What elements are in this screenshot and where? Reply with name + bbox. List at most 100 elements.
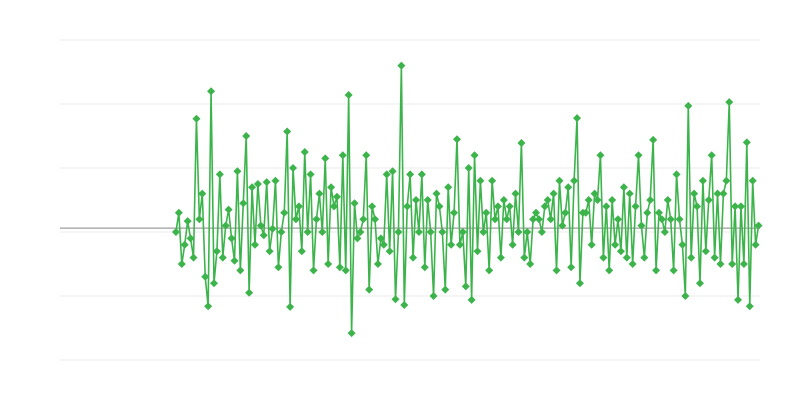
data-point (195, 215, 204, 224)
data-point (558, 221, 567, 230)
data-point (458, 228, 467, 236)
data-point (192, 114, 201, 123)
data-point (575, 279, 584, 288)
data-point (253, 180, 262, 188)
data-point (496, 253, 505, 262)
data-point (622, 253, 631, 262)
data-point (616, 247, 625, 256)
data-point (546, 215, 555, 224)
series-line (175, 64, 760, 334)
data-point (423, 196, 432, 204)
data-point (564, 183, 573, 192)
data-point (634, 151, 643, 160)
data-point (567, 263, 576, 272)
data-point (526, 260, 535, 268)
data-point (283, 127, 292, 136)
data-point (177, 260, 186, 268)
data-point (643, 208, 652, 217)
data-point (233, 167, 242, 176)
data-point (537, 228, 546, 236)
data-point (338, 151, 347, 160)
data-point (420, 263, 429, 272)
data-point (268, 224, 277, 233)
data-point (728, 260, 737, 268)
data-point (368, 202, 377, 211)
data-point (379, 240, 388, 249)
data-point (309, 266, 318, 275)
data-point (508, 240, 517, 249)
data-point (549, 189, 558, 198)
data-point (745, 302, 754, 311)
data-point (297, 247, 306, 256)
data-point (450, 208, 459, 217)
data-point (435, 202, 444, 211)
data-point (388, 167, 397, 176)
data-point (248, 183, 257, 192)
data-point (731, 202, 740, 211)
data-point (412, 196, 421, 204)
data-point (183, 217, 192, 226)
data-point (353, 234, 362, 243)
data-point (529, 215, 538, 224)
data-point (628, 260, 637, 268)
data-point (262, 178, 271, 187)
data-point (701, 247, 710, 256)
data-point (414, 228, 423, 236)
data-point (754, 221, 763, 230)
data-point (704, 196, 713, 204)
data-point (669, 266, 678, 275)
data-point (376, 234, 385, 243)
data-point (371, 215, 380, 224)
data-point (573, 114, 582, 123)
data-point (438, 228, 447, 236)
data-point (347, 329, 356, 338)
data-point (479, 228, 488, 236)
data-point (291, 215, 300, 224)
data-point (218, 253, 227, 262)
data-point (470, 151, 479, 160)
data-point (640, 253, 649, 262)
data-point (406, 170, 415, 179)
data-point (587, 240, 596, 249)
data-point (332, 192, 341, 201)
data-point (725, 98, 734, 107)
data-point (315, 189, 324, 198)
data-point (321, 154, 330, 163)
data-point (660, 228, 669, 236)
data-point (289, 164, 298, 172)
data-point (614, 215, 623, 224)
data-point (391, 295, 400, 304)
data-point (230, 256, 239, 265)
data-point (611, 240, 620, 249)
data-point (224, 205, 233, 214)
data-point (748, 176, 757, 185)
data-point (236, 266, 245, 275)
data-point (716, 260, 725, 268)
data-point (713, 189, 722, 198)
data-point (532, 208, 541, 217)
data-point (215, 170, 224, 179)
data-point (646, 196, 655, 204)
data-point (523, 228, 532, 236)
data-point (473, 247, 482, 256)
data-point (174, 208, 183, 217)
data-point (286, 302, 295, 311)
data-point (707, 151, 716, 160)
data-point (739, 260, 748, 268)
data-point (742, 138, 751, 147)
data-point (365, 285, 374, 294)
data-point (227, 234, 236, 243)
data-point (695, 279, 704, 288)
series-markers (171, 61, 763, 338)
data-point (734, 295, 743, 304)
data-point (605, 266, 614, 275)
data-point (432, 189, 441, 198)
data-point (666, 215, 675, 224)
data-point (312, 215, 321, 224)
data-point (327, 183, 336, 192)
data-point (212, 247, 221, 256)
data-point (482, 208, 491, 217)
data-point (280, 208, 289, 217)
data-point (189, 253, 198, 262)
